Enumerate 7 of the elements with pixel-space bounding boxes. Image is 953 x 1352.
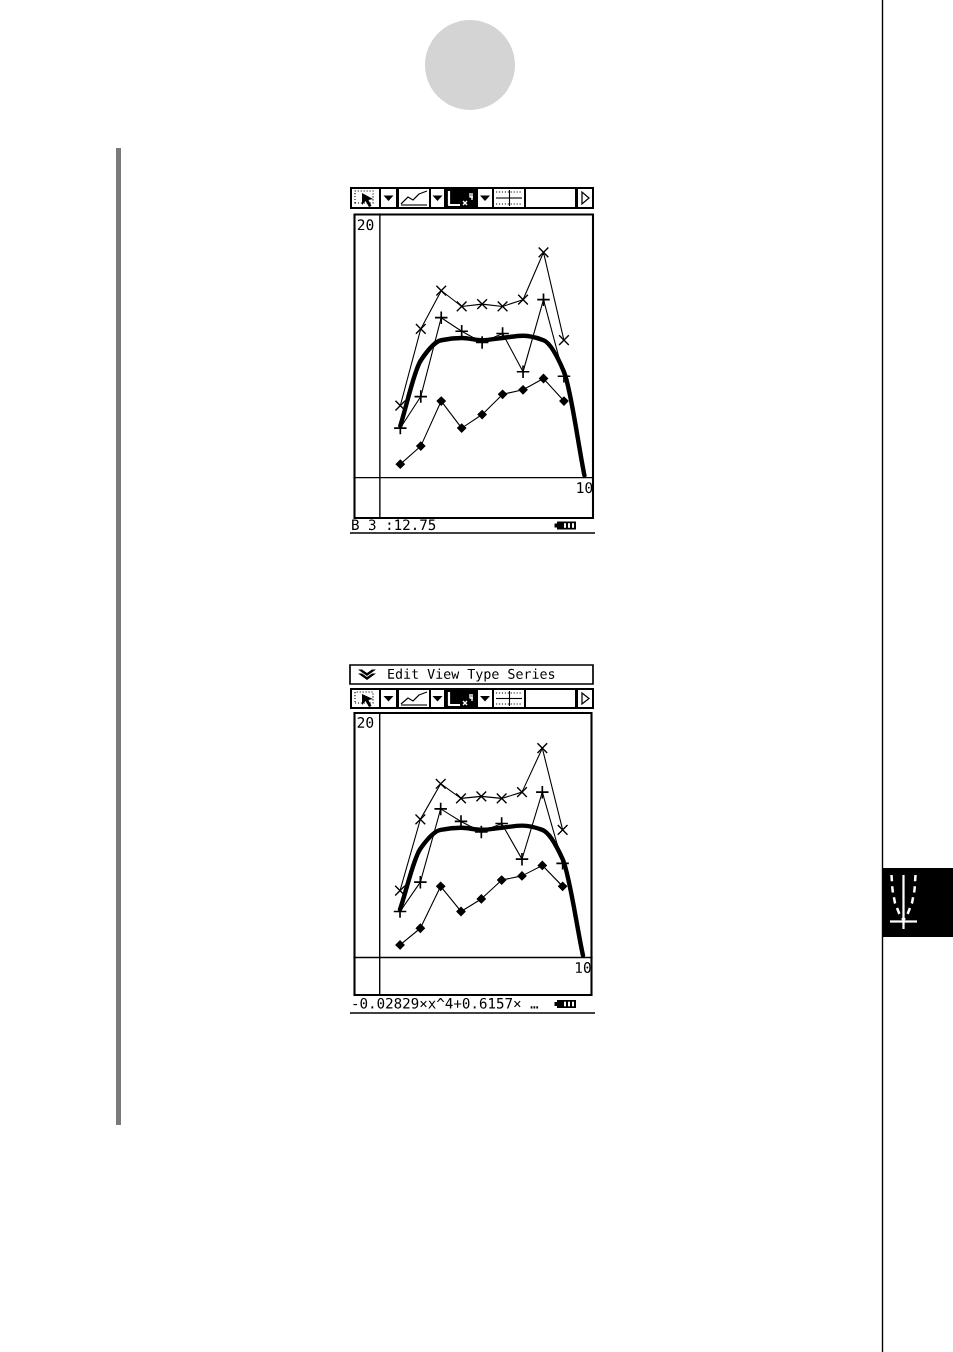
text: 20 xyxy=(357,219,374,231)
text: B 3 :12.75 xyxy=(352,519,436,531)
text: Edit View Type Series xyxy=(388,668,555,682)
text: -0.02829×x^4+0.6157× … xyxy=(353,997,539,1009)
text: 20 xyxy=(357,716,374,728)
text: 10 xyxy=(575,962,591,974)
text: 10 xyxy=(577,482,593,494)
